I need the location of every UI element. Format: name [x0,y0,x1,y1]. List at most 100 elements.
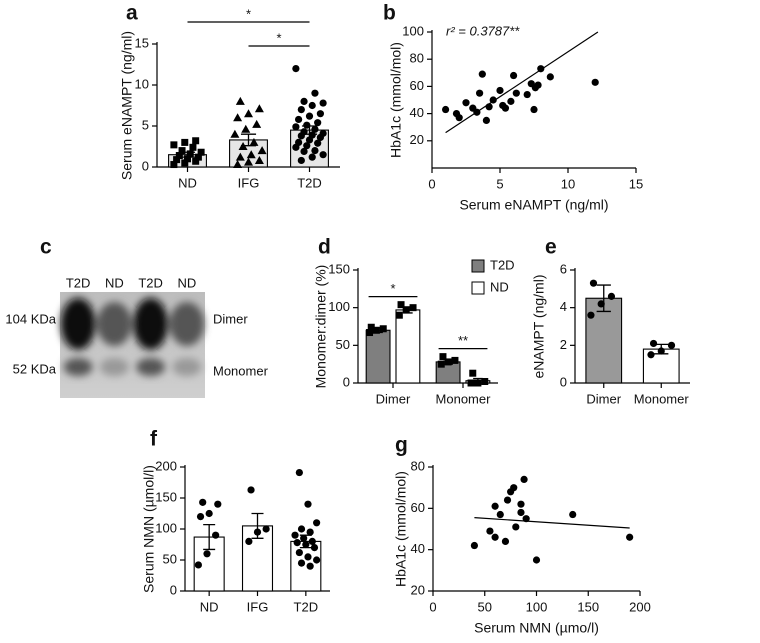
point [235,152,245,161]
x-tick-label: ND [200,599,219,614]
point [496,510,504,519]
panel-letter: f [150,428,158,451]
point [607,292,616,300]
y-tick-label: 60 [411,500,425,515]
x-axis-label: Serum eNAMPT (ng/ml) [459,197,608,213]
legend-swatch [471,281,485,295]
point [297,156,305,165]
band [60,298,96,350]
point [178,147,186,155]
point [667,341,676,349]
x-tick-label: 10 [561,176,575,191]
point [589,279,598,287]
point [205,509,213,518]
point [657,347,665,355]
regression-line [445,31,599,134]
point [587,311,595,319]
y-tick-label: 20 [411,582,425,597]
blot-bands [60,298,205,376]
point [439,353,447,361]
point [532,556,541,564]
point [297,106,305,114]
significance-label: * [390,281,395,296]
x-tick-label: ND [178,175,197,190]
y-tick-label: 2 [560,337,567,352]
point [451,356,459,364]
point [597,300,605,308]
lane-label: T2D [66,275,91,290]
point [481,377,489,385]
point [509,71,518,80]
point [257,146,267,155]
point [192,157,200,165]
y-tick-label: 40 [410,105,424,120]
point [203,550,211,558]
point [235,96,245,105]
point [308,101,316,110]
band [99,358,129,376]
point [175,152,183,160]
point [455,114,463,122]
point [313,519,321,527]
point [295,548,303,557]
y-tick-label: 80 [411,458,425,473]
point [199,498,207,506]
y-tick-label: 100 [402,23,424,38]
point [303,121,311,129]
point [311,89,319,97]
point [372,326,380,334]
point [530,105,538,114]
point [478,70,486,78]
point [249,137,259,146]
error-bar [596,284,611,313]
point [314,119,322,127]
point [247,486,255,494]
y-tick-label: 4 [560,299,567,314]
point [297,559,306,567]
point [523,90,531,99]
point [241,124,251,133]
point [402,306,410,314]
point [306,562,314,570]
band [136,358,166,376]
significance-label: * [246,6,251,21]
annotation: r² = 0.3787** [446,23,520,38]
point [181,159,189,167]
x-tick-label: 50 [478,599,492,614]
point [503,496,512,504]
point [316,110,324,118]
point [184,155,191,163]
x-tick-label: T2D [297,175,322,190]
point [194,561,202,569]
point [308,537,316,546]
y-tick-label: 150 [328,261,350,276]
point [649,339,658,348]
x-tick-label: 0 [429,599,436,614]
point [379,325,387,333]
x-tick-label: 150 [577,599,599,614]
y-tick-label: 0 [560,374,567,389]
point [192,137,200,145]
point [469,369,477,377]
point [300,534,308,542]
point [591,78,599,86]
point [313,556,321,564]
point [486,527,494,535]
y-tick-label: 0 [343,374,350,389]
y-axis-label: Serum NMN (µmol/l) [141,465,157,593]
point [397,301,405,309]
point [319,129,327,137]
point [262,525,270,533]
point [252,119,262,128]
legend-label: ND [490,279,509,294]
point [244,109,253,118]
bar [395,309,421,384]
y-tick-label: 50 [336,337,350,352]
legend-swatch [471,259,485,273]
point [197,148,205,156]
point [626,533,634,541]
point [442,105,450,114]
point [444,358,452,366]
point [470,541,478,550]
point [214,500,222,508]
